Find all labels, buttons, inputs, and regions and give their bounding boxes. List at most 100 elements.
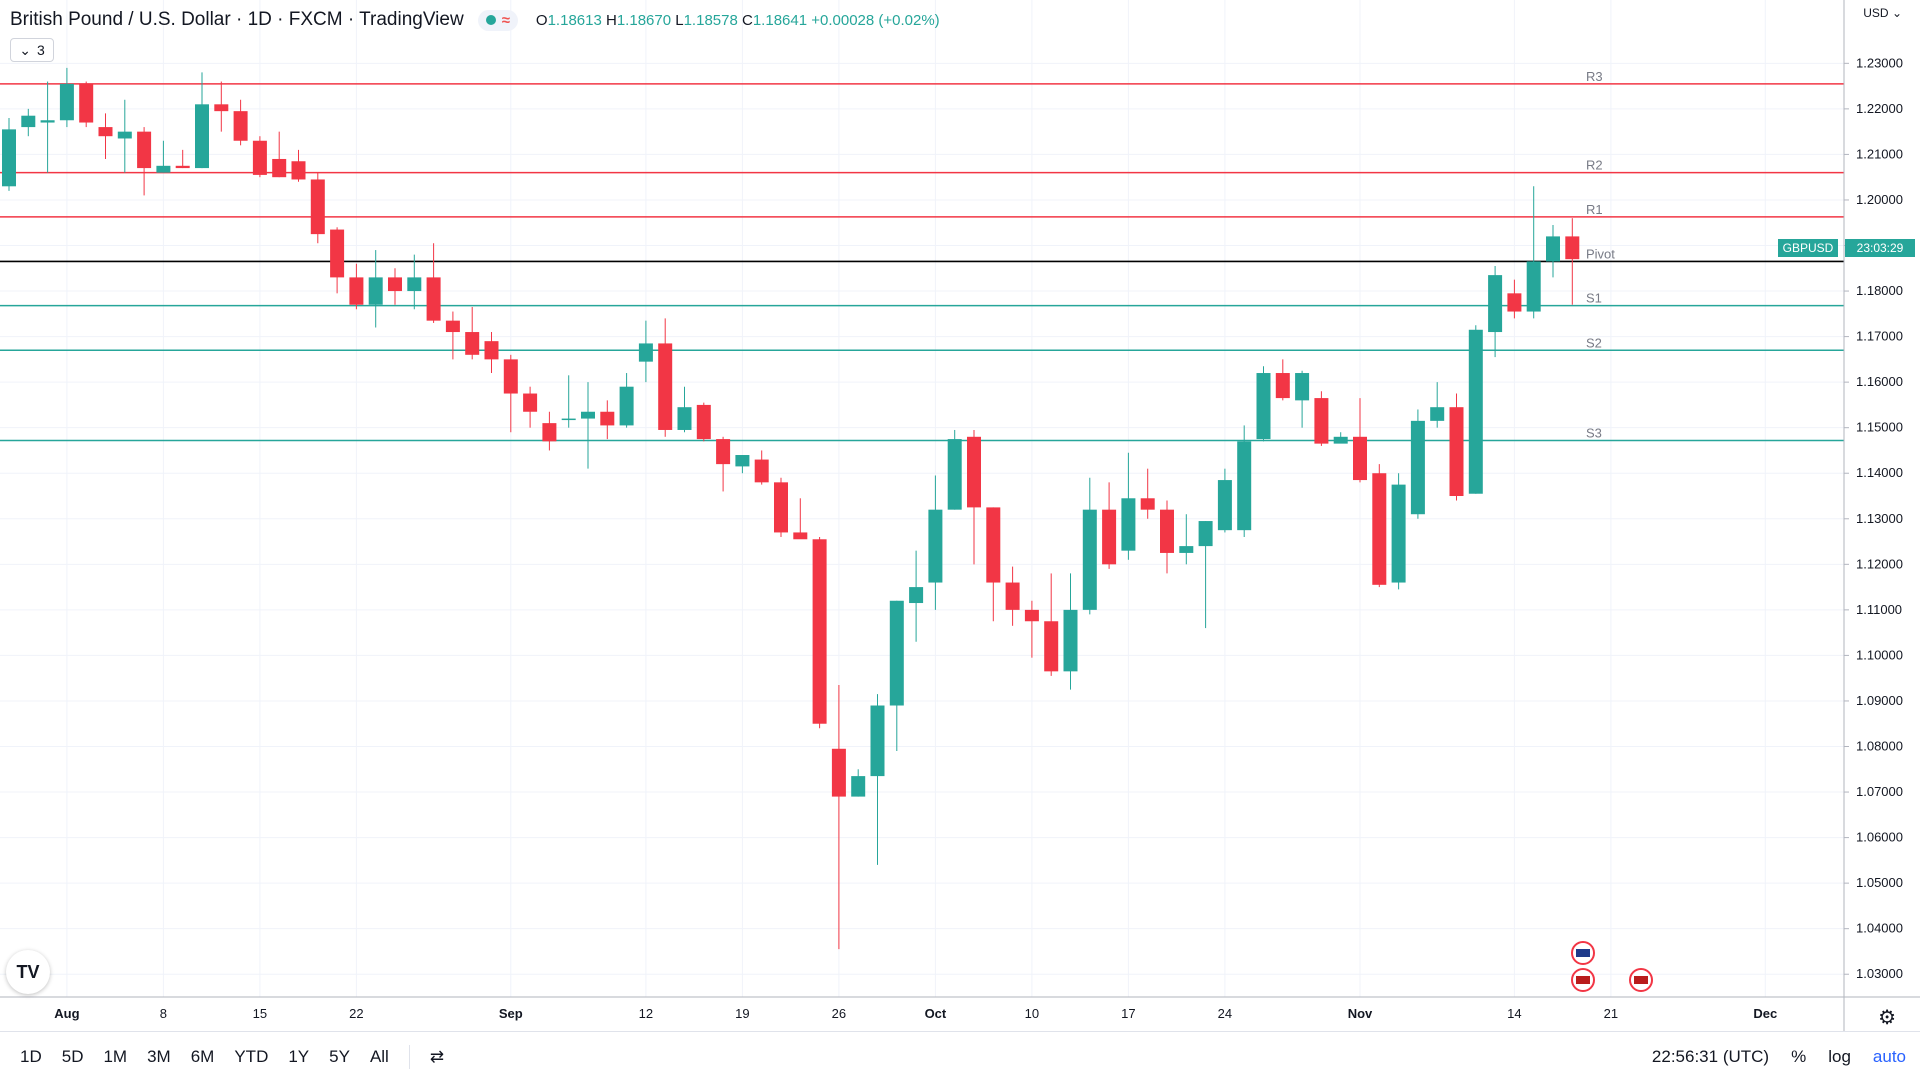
candle-body[interactable] <box>465 332 480 355</box>
candle-body[interactable] <box>1063 609 1078 672</box>
log-scale-toggle[interactable]: log <box>1828 1046 1851 1066</box>
candle-body[interactable] <box>1256 373 1271 440</box>
candle-body[interactable] <box>1121 498 1136 551</box>
candle-body[interactable] <box>909 587 924 604</box>
candle-body[interactable] <box>291 161 306 180</box>
candle-body[interactable] <box>986 507 1001 583</box>
candle-body[interactable] <box>1198 521 1213 547</box>
candle-body[interactable] <box>21 115 36 128</box>
candle-body[interactable] <box>735 455 750 467</box>
candle-body[interactable] <box>1024 609 1039 622</box>
candle-body[interactable] <box>117 131 132 139</box>
candle-body[interactable] <box>1353 436 1367 481</box>
candle-body[interactable] <box>851 776 866 797</box>
candle-body[interactable] <box>677 407 692 430</box>
timeframe-1y[interactable]: 1Y <box>288 1046 310 1066</box>
candle-body[interactable] <box>175 165 190 169</box>
gear-icon[interactable]: ⚙ <box>1878 1007 1896 1029</box>
candle-body[interactable] <box>658 343 673 430</box>
auto-scale-toggle[interactable]: auto <box>1872 1046 1906 1066</box>
timeframe-1d[interactable]: 1D <box>20 1046 42 1066</box>
candle-body[interactable] <box>774 482 788 533</box>
candle-body[interactable] <box>600 411 615 426</box>
candle-body[interactable] <box>754 459 769 483</box>
timeframe-6m[interactable]: 6M <box>190 1046 215 1066</box>
candle-body[interactable] <box>1160 509 1174 553</box>
candle-body[interactable] <box>1468 329 1483 494</box>
candle-body[interactable] <box>98 127 113 137</box>
candle-body[interactable] <box>330 229 345 278</box>
candle-body[interactable] <box>407 277 422 292</box>
candle-body[interactable] <box>1314 398 1329 444</box>
candle-body[interactable] <box>1295 373 1310 401</box>
percent-scale-toggle[interactable]: % <box>1791 1046 1807 1066</box>
timeframe-3m[interactable]: 3M <box>147 1046 171 1066</box>
candle-body[interactable] <box>542 423 557 442</box>
candle-body[interactable] <box>967 436 981 508</box>
candle-body[interactable] <box>793 532 808 540</box>
candle-body[interactable] <box>1488 275 1503 333</box>
candle-body[interactable] <box>1044 621 1059 672</box>
candle-body[interactable] <box>523 393 538 412</box>
candle-body[interactable] <box>870 705 885 777</box>
candle-body[interactable] <box>426 277 441 321</box>
candle-body[interactable] <box>638 343 653 362</box>
candle-body[interactable] <box>716 439 731 465</box>
tradingview-logo-icon[interactable]: TV <box>6 950 50 994</box>
candle-body[interactable] <box>1546 236 1560 262</box>
candle-body[interactable] <box>195 104 209 169</box>
candle-body[interactable] <box>1430 407 1445 421</box>
candle-body[interactable] <box>1140 498 1155 510</box>
timeframe-5y[interactable]: 5Y <box>329 1046 350 1066</box>
candle-body[interactable] <box>137 131 152 169</box>
candle-body[interactable] <box>1217 480 1232 531</box>
candle-body[interactable] <box>1082 509 1097 610</box>
candle-body[interactable] <box>388 277 402 292</box>
candle-body[interactable] <box>1179 546 1194 553</box>
candle-body[interactable] <box>272 158 287 178</box>
candle-body[interactable] <box>831 748 846 797</box>
candle-body[interactable] <box>1102 509 1117 565</box>
candle-body[interactable] <box>1449 407 1464 497</box>
candle-body[interactable] <box>79 83 94 123</box>
symbol-title[interactable]: British Pound / U.S. Dollar · 1D · FXCM … <box>10 9 464 30</box>
date-range-icon[interactable]: ⇄ <box>429 1046 445 1066</box>
candle-body[interactable] <box>1565 236 1580 260</box>
chart-canvas[interactable]: R3 R2 R1 Pivot S1 S2 S3 1.23000 1.22000 1.21000 1… <box>0 0 1920 1031</box>
candle-body[interactable] <box>812 539 827 724</box>
candle-body[interactable] <box>889 600 904 706</box>
candle-body[interactable] <box>484 341 499 360</box>
candle-body[interactable] <box>252 140 267 175</box>
candle-body[interactable] <box>1410 420 1425 515</box>
currency-selector[interactable]: USD ⌄ <box>1863 6 1902 20</box>
candle-body[interactable] <box>1526 261 1541 312</box>
candle-body[interactable] <box>1275 373 1290 399</box>
candle-body[interactable] <box>1507 293 1522 312</box>
market-status-pill[interactable]: ≈ <box>477 9 518 31</box>
candle-body[interactable] <box>1372 473 1387 585</box>
candle-body[interactable] <box>1237 441 1252 531</box>
candle-body[interactable] <box>368 277 383 305</box>
utc-clock[interactable]: 22:56:31 (UTC) <box>1651 1046 1770 1066</box>
candle-body[interactable] <box>581 411 595 419</box>
candle-body[interactable] <box>156 165 171 173</box>
candle-body[interactable] <box>1005 582 1020 610</box>
candle-body[interactable] <box>696 404 711 440</box>
candle-body[interactable] <box>310 179 325 235</box>
candle-body[interactable] <box>1391 484 1406 583</box>
candle-body[interactable] <box>503 359 518 394</box>
candle-body[interactable] <box>619 386 634 426</box>
timeframe-1m[interactable]: 1M <box>103 1046 128 1066</box>
candle-body[interactable] <box>214 104 229 112</box>
timeframe-ytd[interactable]: YTD <box>234 1046 269 1066</box>
indicators-toggle-button[interactable]: ⌄ 3 <box>10 38 54 62</box>
candle-body[interactable] <box>445 320 460 333</box>
candle-body[interactable] <box>1333 436 1348 444</box>
candle-body[interactable] <box>928 509 943 583</box>
candle-body[interactable] <box>349 277 364 305</box>
timeframe-5d[interactable]: 5D <box>61 1046 84 1066</box>
candle-body[interactable] <box>40 120 55 123</box>
candle-body[interactable] <box>233 111 248 141</box>
timeframe-all[interactable]: All <box>369 1046 389 1066</box>
candle-body[interactable] <box>2 129 16 187</box>
